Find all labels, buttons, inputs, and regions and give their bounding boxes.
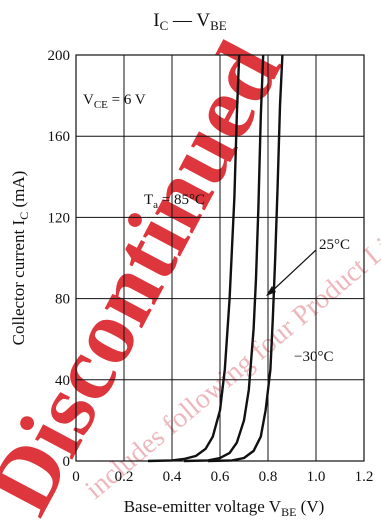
- title-main: I: [153, 10, 159, 31]
- horizontal-gridlines: [76, 135, 364, 381]
- y-tick-label: 200: [48, 48, 71, 64]
- y-axis-label: Collector current IC (mA): [9, 171, 31, 346]
- annotation-25c-arrow: [269, 249, 317, 294]
- x-tick-label: 0.8: [259, 469, 278, 485]
- title-main-sub: C: [160, 18, 169, 33]
- annotation-25c: 25°C: [319, 237, 350, 253]
- x-axis-label: Base-emitter voltage VBE (V): [124, 497, 325, 519]
- y-tick-labels: 0 40 80 120 160 200: [48, 48, 71, 470]
- x-tick-label: 0.6: [211, 469, 230, 485]
- chart-title: IC — VBE: [153, 10, 227, 33]
- x-tick-label: 0.4: [163, 469, 182, 485]
- x-tick-label: 1.2: [355, 469, 374, 485]
- x-tick-label: 0: [72, 469, 80, 485]
- watermark: Discontinued includes following four Pro…: [0, 26, 381, 524]
- title-sep: — V: [168, 10, 210, 31]
- annotation-85c: Ta = 85°C: [144, 192, 205, 211]
- y-tick-label: 40: [55, 373, 70, 389]
- x-tick-label: 1.0: [307, 469, 326, 485]
- curves: [147, 54, 284, 463]
- condition-label: VCE = 6 V: [83, 92, 146, 111]
- curve-series-2: [207, 54, 284, 463]
- plot-area: 0 0.2 0.4 0.6 0.8 1.0 1.2 0 40 80 120 160 200 VCE =…: [48, 48, 374, 485]
- annotation-minus30c: −30°C: [294, 349, 333, 365]
- y-tick-label: 0: [63, 454, 71, 470]
- x-tick-labels: 0 0.2 0.4 0.6 0.8 1.0 1.2: [72, 469, 373, 485]
- curve-series-1: [183, 54, 265, 463]
- y-tick-label: 160: [48, 129, 71, 145]
- curve-series-0: [147, 54, 241, 463]
- annotation-25c-arrowhead: [266, 286, 276, 296]
- y-tick-label: 120: [48, 210, 71, 226]
- y-tick-label: 80: [55, 292, 70, 308]
- title-sep-sub: BE: [210, 18, 227, 33]
- x-tick-label: 0.2: [115, 469, 134, 485]
